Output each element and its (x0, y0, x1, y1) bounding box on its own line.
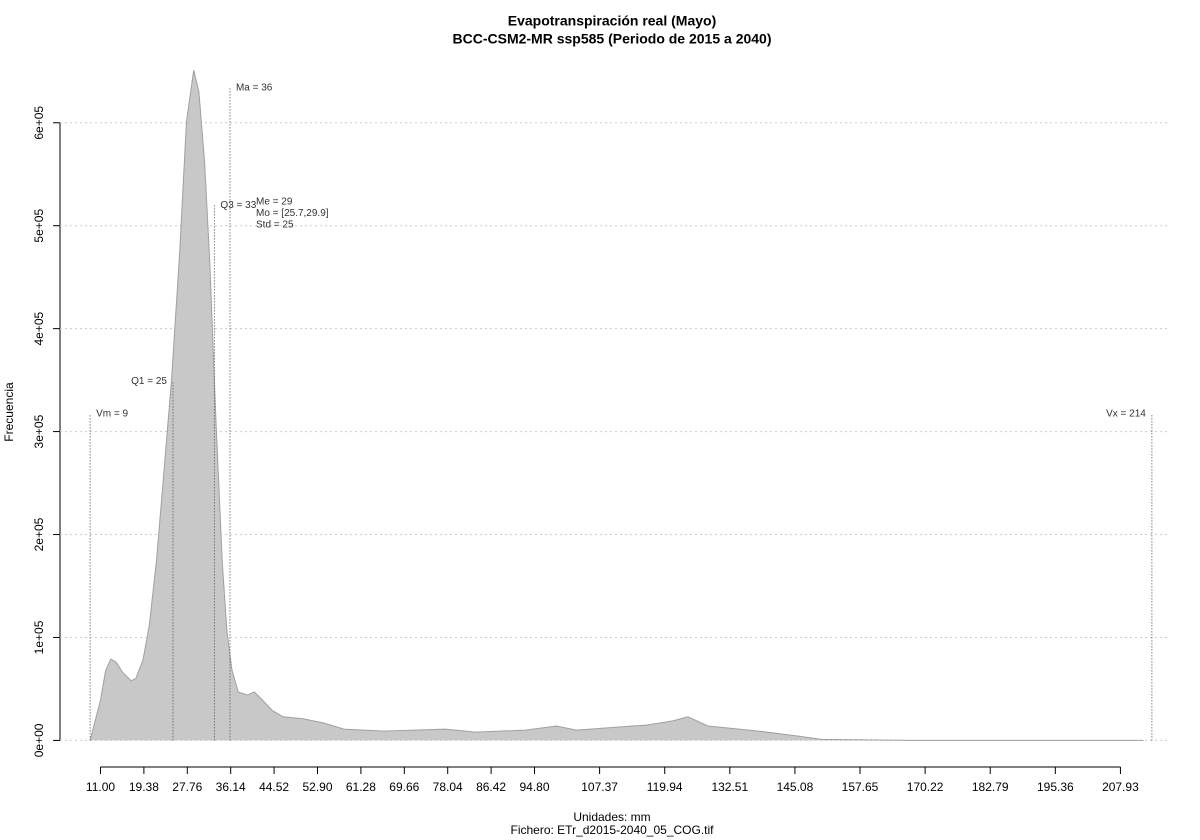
x-tick-label: 119.94 (647, 780, 683, 794)
x-tick-label: 86.42 (476, 780, 506, 794)
y-tick-label: 4e+05 (32, 311, 46, 345)
x-tick-label: 27.76 (172, 780, 202, 794)
x-tick-label: 145.08 (777, 780, 814, 794)
x-tick-label: 195.36 (1037, 780, 1074, 794)
chart-subtitle: BCC-CSM2-MR ssp585 (Periodo de 2015 a 20… (453, 31, 772, 47)
x-axis-label: Unidades: mm (573, 810, 650, 824)
x-tick-label: 170.22 (907, 780, 944, 794)
x-tick-label: 36.14 (216, 780, 246, 794)
annotation-label: Ma = 36 (236, 82, 273, 93)
x-tick-label: 11.00 (86, 780, 115, 794)
x-tick-label: 61.28 (346, 780, 376, 794)
annotation-label: Q1 = 25 (131, 376, 167, 387)
density-area (90, 70, 1144, 741)
x-tick-label: 69.66 (389, 780, 419, 794)
x-tick-label: 207.93 (1102, 780, 1139, 794)
stat-label: Me = 29 (256, 197, 293, 208)
x-tick-label: 157.65 (842, 780, 879, 794)
y-tick-label: 0e+00 (32, 723, 46, 757)
annotation-label: Q3 = 33 (220, 200, 256, 211)
y-tick-label: 5e+05 (32, 209, 46, 243)
y-tick-label: 1e+05 (32, 620, 46, 654)
y-tick-label: 6e+05 (32, 106, 46, 140)
y-tick-label: 2e+05 (32, 517, 46, 551)
annotation-label: Vm = 9 (96, 409, 128, 420)
annotation-label: Vx = 214 (1106, 409, 1146, 420)
y-axis-label: Frecuencia (2, 382, 16, 442)
y-tick-label: 3e+05 (32, 414, 46, 448)
x-tick-label: 132.51 (711, 780, 748, 794)
caption: Fichero: ETr_d2015-2040_05_COG.tif (511, 823, 715, 837)
stat-label: Std = 25 (256, 220, 294, 231)
x-tick-label: 19.38 (129, 780, 159, 794)
chart-title: Evapotranspiración real (Mayo) (508, 13, 717, 29)
stat-label: Mo = [25.7,29.9] (256, 208, 329, 219)
x-tick-label: 94.80 (519, 780, 549, 794)
density-outline (89, 70, 1144, 741)
x-tick-label: 78.04 (433, 780, 463, 794)
x-tick-label: 107.37 (581, 780, 618, 794)
x-tick-label: 182.79 (972, 780, 1009, 794)
x-tick-label: 52.90 (302, 780, 332, 794)
x-tick-label: 44.52 (259, 780, 289, 794)
